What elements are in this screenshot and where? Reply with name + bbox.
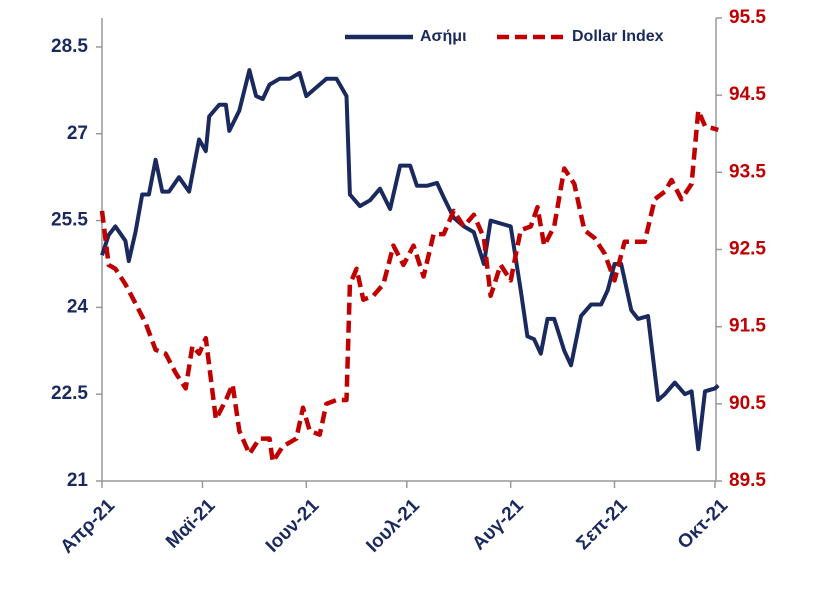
y2-tick-label: 93.5 xyxy=(729,161,766,182)
y-tick-label: 28.5 xyxy=(51,36,88,57)
legend-label: Ασήμι xyxy=(420,28,467,45)
series-line xyxy=(99,108,719,464)
x-tick-label: Σεπ-21 xyxy=(573,495,632,554)
y-tick-label: 25.5 xyxy=(51,210,88,231)
legend-label: Dollar Index xyxy=(572,28,664,45)
x-tick-label: Μαϊ-21 xyxy=(162,495,220,553)
x-tick-label: Αυγ-21 xyxy=(468,495,528,555)
series-line xyxy=(100,68,720,452)
y2-tick-label: 92.5 xyxy=(729,239,766,260)
y-tick-label: 27 xyxy=(67,123,88,144)
x-tick-label: Ιουν-21 xyxy=(262,495,324,557)
y2-tick-label: 95.5 xyxy=(729,7,766,28)
y2-tick-label: 90.5 xyxy=(729,393,766,414)
y2-tick-label: 89.5 xyxy=(729,470,766,491)
y2-tick-label: 94.5 xyxy=(729,84,766,105)
y-tick-label: 21 xyxy=(67,470,89,491)
y-tick-label: 24 xyxy=(67,296,89,317)
x-tick-label: Απρ-21 xyxy=(57,495,120,558)
y-tick-label: 22.5 xyxy=(51,383,88,404)
y2-tick-label: 91.5 xyxy=(729,316,766,337)
x-tick-label: Ιουλ-21 xyxy=(362,495,424,557)
x-tick-label: Οκτ-21 xyxy=(674,495,733,554)
